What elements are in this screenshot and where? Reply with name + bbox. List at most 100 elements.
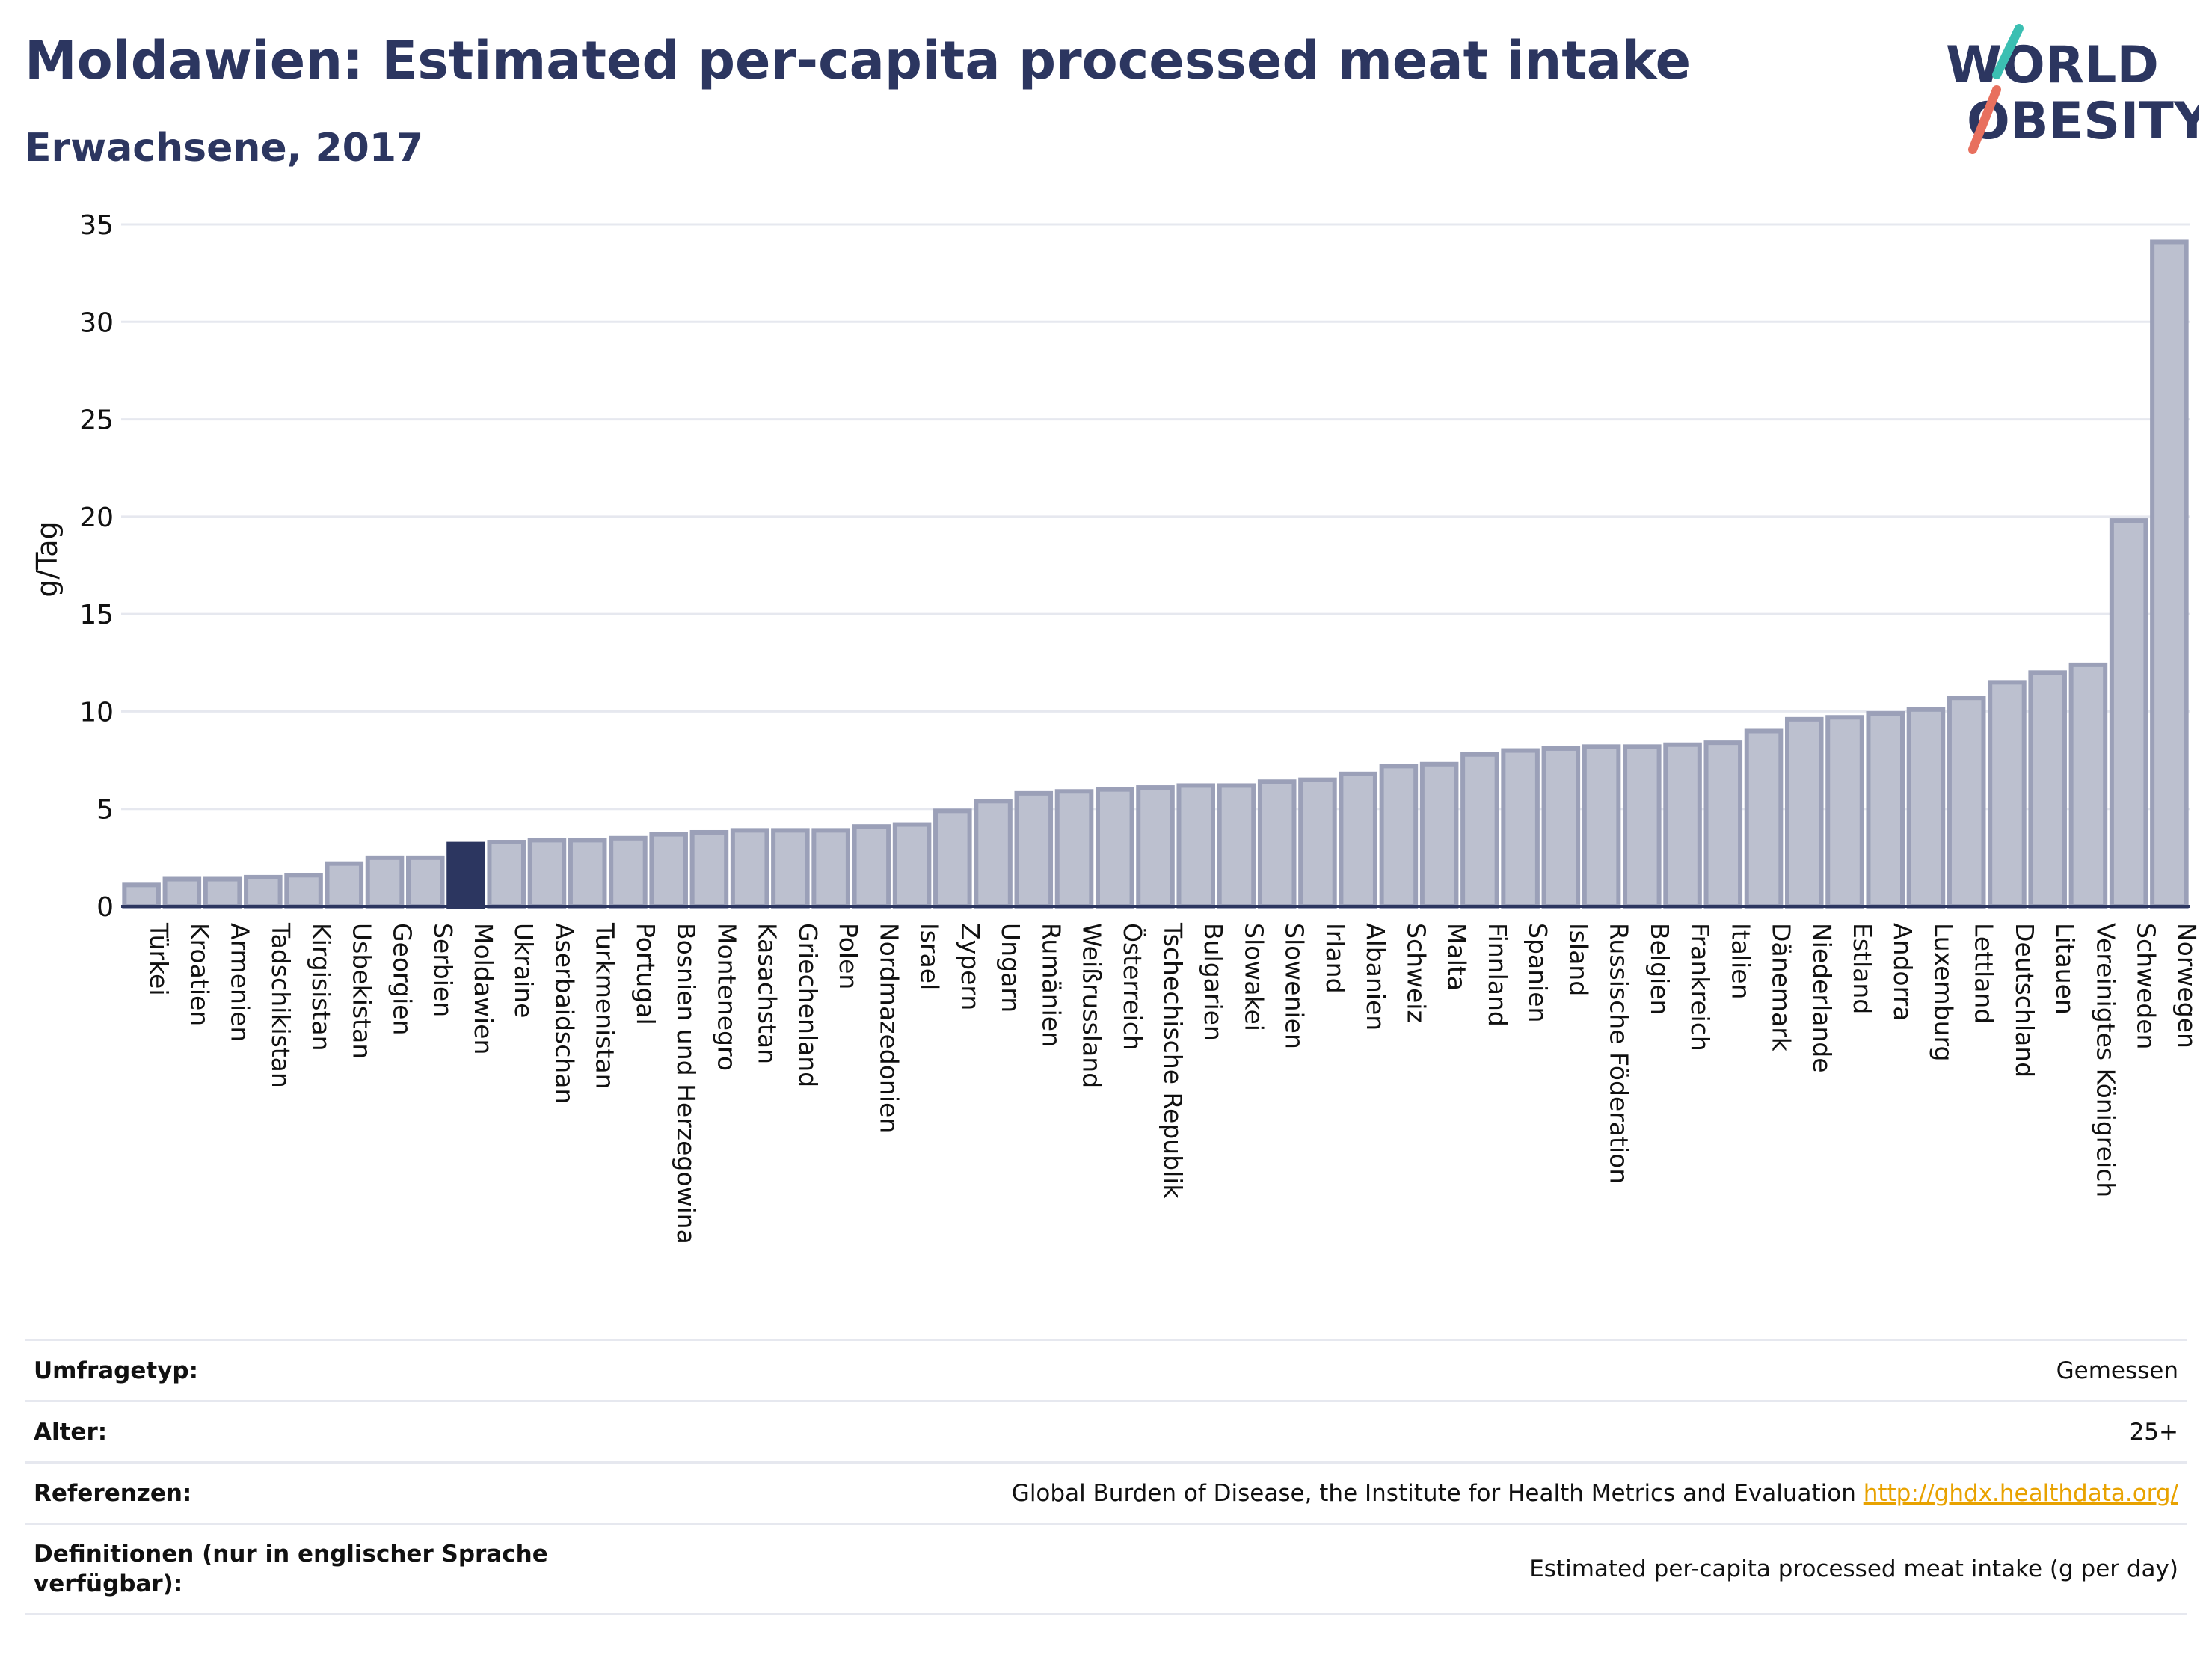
x-tick-label: Rumänien: [1036, 923, 1066, 1047]
meta-value: Estimated per-capita processed meat inta…: [1529, 1556, 2178, 1582]
x-tick-label: Luxemburg: [1929, 923, 1958, 1061]
bar-nordmazedonien[interactable]: [852, 824, 891, 909]
bar-slowenien[interactable]: [1257, 779, 1297, 909]
bar-kasachstan[interactable]: [730, 828, 769, 909]
logo-text-world: WORLD: [1946, 36, 2159, 95]
x-tick-label: Israel: [915, 923, 944, 990]
bar-rumänien[interactable]: [1014, 790, 1054, 909]
bar-kroatien[interactable]: [162, 876, 202, 909]
bar-niederlande[interactable]: [1784, 716, 1824, 909]
bar-turkmenistan[interactable]: [568, 838, 607, 909]
meta-row-survey-type: Umfragetyp: Gemessen: [25, 1339, 2187, 1400]
bar-ungarn[interactable]: [974, 799, 1013, 909]
labels-layer: 0 5 10 15 20 25 30 35 Türkei Kroatien Armenien Tads…: [79, 210, 2202, 1244]
bar-irland[interactable]: [1298, 777, 1337, 909]
bar-armenien[interactable]: [203, 876, 242, 909]
meta-row-definitions: Definitionen (nur in englischer Sprache …: [25, 1523, 2187, 1615]
bar-georgien[interactable]: [365, 855, 405, 909]
metadata-table: Umfragetyp: Gemessen Alter: 25+ Referenz…: [25, 1339, 2187, 1615]
y-tick-label: 5: [96, 795, 114, 826]
meta-row-references: Referenzen: Global Burden of Disease, th…: [25, 1461, 2187, 1523]
bar-estland[interactable]: [1825, 715, 1864, 909]
logo-slash-coral: [1968, 85, 2001, 154]
x-tick-label: Litauen: [2050, 923, 2080, 1015]
y-tick-label: 0: [96, 892, 114, 923]
x-tick-label: Ukraine: [509, 923, 538, 1018]
bar-moldawien[interactable]: [446, 841, 485, 909]
x-tick-label: Spanien: [1523, 923, 1552, 1022]
bar-montenegro[interactable]: [689, 829, 729, 909]
bar-italien[interactable]: [1703, 740, 1743, 909]
bar-bulgarien[interactable]: [1176, 783, 1216, 909]
bar-zypern[interactable]: [933, 808, 972, 909]
bar-malta[interactable]: [1419, 761, 1459, 909]
reference-link[interactable]: http://ghdx.healthdata.org/: [1863, 1479, 2178, 1507]
bar-lettland[interactable]: [1947, 696, 1986, 909]
bar-schweiz[interactable]: [1379, 764, 1419, 909]
bar-aserbaidschan[interactable]: [527, 838, 567, 909]
x-tick-label: Malta: [1443, 923, 1472, 991]
y-tick-label: 10: [79, 697, 114, 728]
x-tick-label: Slowakei: [1239, 923, 1268, 1031]
bar-deutschland[interactable]: [1988, 680, 2027, 909]
bar-luxemburg[interactable]: [1906, 707, 1946, 909]
bar-weißrussland[interactable]: [1054, 789, 1094, 909]
x-tick-label: Georgien: [388, 923, 417, 1035]
bar-österreich[interactable]: [1095, 787, 1134, 909]
x-tick-label: Estland: [1848, 923, 1877, 1014]
bar-usbekistan[interactable]: [325, 861, 364, 909]
y-axis-label: g/Tag: [31, 521, 64, 597]
x-tick-label: Bulgarien: [1199, 923, 1228, 1041]
meta-value: Global Burden of Disease, the Institute …: [1012, 1479, 2178, 1508]
y-tick-label: 35: [79, 210, 114, 241]
y-tick-label: 30: [79, 307, 114, 338]
bar-griechenland[interactable]: [771, 828, 810, 909]
x-tick-label: Polen: [834, 923, 863, 989]
x-tick-label: Tadschikistan: [266, 922, 295, 1088]
bar-bosnien-und-herzegowina[interactable]: [649, 832, 688, 909]
bar-frankreich[interactable]: [1663, 742, 1702, 909]
bar-russische-föderation[interactable]: [1582, 744, 1621, 909]
bar-tadschikistan[interactable]: [244, 874, 283, 909]
bar-finnland[interactable]: [1460, 752, 1499, 909]
x-tick-label: Usbekistan: [347, 923, 376, 1059]
x-tick-label: Finnland: [1483, 923, 1512, 1027]
bar-israel[interactable]: [892, 822, 932, 909]
bar-dänemark[interactable]: [1744, 728, 1784, 909]
bar-türkei[interactable]: [122, 882, 161, 909]
world-obesity-logo: WORLD OBESITY: [1946, 24, 2199, 154]
meta-value: Gemessen: [2056, 1357, 2178, 1384]
bar-norwegen[interactable]: [2150, 239, 2189, 909]
x-tick-label: Serbien: [428, 923, 458, 1017]
x-tick-label: Bosnien und Herzegowina: [672, 923, 701, 1244]
x-tick-label: Schweden: [2132, 923, 2161, 1049]
bar-slowakei[interactable]: [1217, 783, 1256, 909]
bar-kirgisistan[interactable]: [284, 873, 323, 909]
meta-label: Umfragetyp:: [34, 1357, 198, 1384]
bar-spanien[interactable]: [1501, 748, 1540, 909]
bar-ukraine[interactable]: [487, 840, 526, 909]
reference-text: Global Burden of Disease, the Institute …: [1011, 1479, 1856, 1507]
bar-litauen[interactable]: [2028, 670, 2067, 909]
bar-vereinigtes-königreich[interactable]: [2068, 662, 2108, 909]
bar-belgien[interactable]: [1623, 744, 1662, 909]
meta-value: 25+: [2129, 1418, 2178, 1446]
bar-tschechische-republik[interactable]: [1136, 785, 1175, 909]
bar-polen[interactable]: [811, 828, 850, 909]
x-tick-label: Russische Föderation: [1605, 923, 1634, 1184]
bar-island[interactable]: [1541, 746, 1581, 909]
logo-text-obesity: OBESITY: [1967, 92, 2199, 151]
page-title: Moldawien: Estimated per-capita processe…: [25, 30, 1692, 91]
x-tick-label: Nordmazedonien: [874, 923, 903, 1133]
x-tick-label: Norwegen: [2172, 923, 2202, 1048]
x-tick-label: Aserbaidschan: [550, 923, 579, 1104]
x-tick-label: Griechenland: [793, 923, 823, 1087]
bar-albanien[interactable]: [1339, 771, 1377, 909]
bar-serbien[interactable]: [405, 855, 445, 909]
x-tick-label: Portugal: [631, 923, 660, 1025]
bar-portugal[interactable]: [609, 835, 648, 909]
bar-schweden[interactable]: [2109, 518, 2148, 909]
x-tick-label: Weißrussland: [1078, 923, 1107, 1088]
x-tick-label: Albanien: [1361, 923, 1390, 1031]
bar-andorra[interactable]: [1866, 711, 1905, 909]
